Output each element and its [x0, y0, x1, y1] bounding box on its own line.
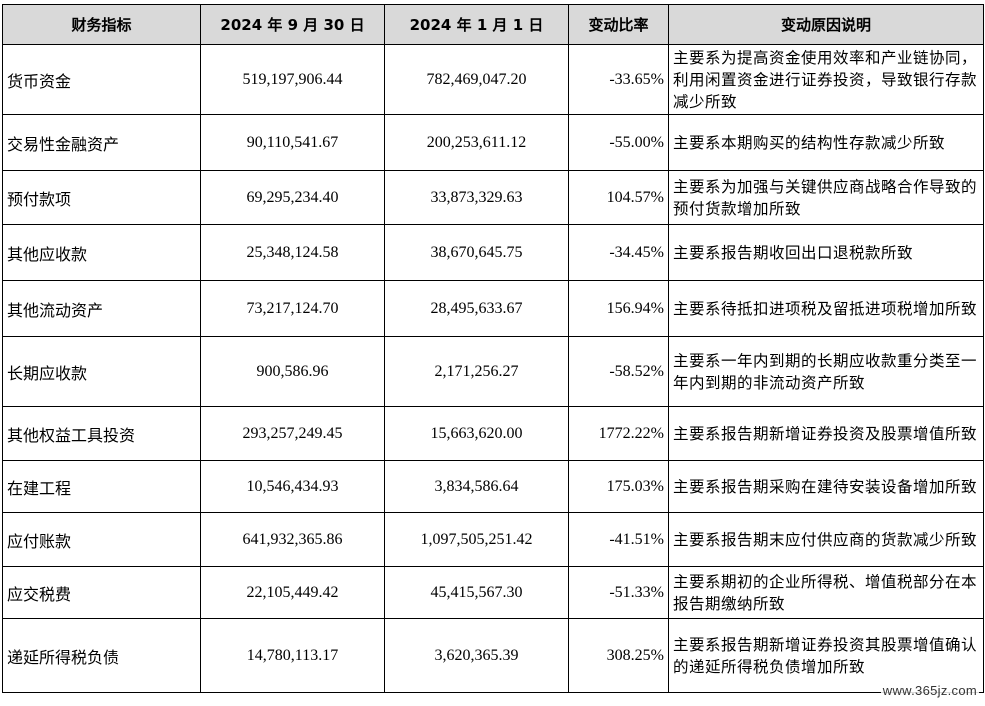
- header-jan1: 2024 年 1 月 1 日: [384, 4, 569, 45]
- value-sep30: 10,546,434.93: [200, 460, 385, 513]
- change-reason: 主要系报告期采购在建待安装设备增加所致: [668, 460, 984, 513]
- change-reason: 主要系待抵扣进项税及留抵进项税增加所致: [668, 280, 984, 337]
- item-name: 递延所得税负债: [2, 618, 201, 693]
- value-sep30: 519,197,906.44: [200, 44, 385, 115]
- value-jan1: 15,663,620.00: [384, 406, 569, 461]
- item-name: 货币资金: [2, 44, 201, 115]
- table-header-row: 财务指标 2024 年 9 月 30 日 2024 年 1 月 1 日 变动比率…: [2, 4, 984, 45]
- item-name: 其他权益工具投资: [2, 406, 201, 461]
- value-sep30: 293,257,249.45: [200, 406, 385, 461]
- item-name: 交易性金融资产: [2, 114, 201, 171]
- value-sep30: 641,932,365.86: [200, 512, 385, 567]
- change-reason: 主要系本期购买的结构性存款减少所致: [668, 114, 984, 171]
- item-name: 其他流动资产: [2, 280, 201, 337]
- financial-change-table: 财务指标 2024 年 9 月 30 日 2024 年 1 月 1 日 变动比率…: [2, 4, 984, 693]
- header-change-reason: 变动原因说明: [668, 4, 984, 45]
- item-name: 在建工程: [2, 460, 201, 513]
- header-change-ratio: 变动比率: [568, 4, 669, 45]
- change-ratio: -58.52%: [568, 336, 669, 407]
- table-row: 其他应收款 25,348,124.58 38,670,645.75 -34.45…: [2, 224, 984, 281]
- table-row: 在建工程 10,546,434.93 3,834,586.64 175.03% …: [2, 460, 984, 513]
- change-ratio: -34.45%: [568, 224, 669, 281]
- table-row: 应交税费 22,105,449.42 45,415,567.30 -51.33%…: [2, 566, 984, 619]
- value-jan1: 3,834,586.64: [384, 460, 569, 513]
- change-reason: 主要系为加强与关键供应商战略合作导致的预付货款增加所致: [668, 170, 984, 225]
- table-row: 递延所得税负债 14,780,113.17 3,620,365.39 308.2…: [2, 618, 984, 693]
- change-ratio: 308.25%: [568, 618, 669, 693]
- value-sep30: 90,110,541.67: [200, 114, 385, 171]
- value-sep30: 14,780,113.17: [200, 618, 385, 693]
- table-row: 长期应收款 900,586.96 2,171,256.27 -58.52% 主要…: [2, 336, 984, 407]
- item-name: 应付账款: [2, 512, 201, 567]
- value-sep30: 22,105,449.42: [200, 566, 385, 619]
- value-jan1: 1,097,505,251.42: [384, 512, 569, 567]
- change-reason: 主要系报告期末应付供应商的货款减少所致: [668, 512, 984, 567]
- table-row: 应付账款 641,932,365.86 1,097,505,251.42 -41…: [2, 512, 984, 567]
- value-jan1: 782,469,047.20: [384, 44, 569, 115]
- value-jan1: 28,495,633.67: [384, 280, 569, 337]
- value-sep30: 69,295,234.40: [200, 170, 385, 225]
- table-row: 货币资金 519,197,906.44 782,469,047.20 -33.6…: [2, 44, 984, 115]
- change-ratio: -41.51%: [568, 512, 669, 567]
- change-ratio: -51.33%: [568, 566, 669, 619]
- table-row: 其他流动资产 73,217,124.70 28,495,633.67 156.9…: [2, 280, 984, 337]
- change-reason: 主要系一年内到期的长期应收款重分类至一年内到期的非流动资产所致: [668, 336, 984, 407]
- value-jan1: 3,620,365.39: [384, 618, 569, 693]
- change-ratio: -33.65%: [568, 44, 669, 115]
- change-ratio: 104.57%: [568, 170, 669, 225]
- value-sep30: 900,586.96: [200, 336, 385, 407]
- item-name: 长期应收款: [2, 336, 201, 407]
- item-name: 应交税费: [2, 566, 201, 619]
- table-row: 预付款项 69,295,234.40 33,873,329.63 104.57%…: [2, 170, 984, 225]
- item-name: 其他应收款: [2, 224, 201, 281]
- change-reason: 主要系报告期新增证券投资其股票增值确认的递延所得税负债增加所致: [668, 618, 984, 693]
- change-reason: 主要系报告期新增证券投资及股票增值所致: [668, 406, 984, 461]
- table-row: 其他权益工具投资 293,257,249.45 15,663,620.00 17…: [2, 406, 984, 461]
- value-sep30: 73,217,124.70: [200, 280, 385, 337]
- value-jan1: 2,171,256.27: [384, 336, 569, 407]
- table-row: 交易性金融资产 90,110,541.67 200,253,611.12 -55…: [2, 114, 984, 171]
- change-ratio: 175.03%: [568, 460, 669, 513]
- change-reason: 主要系报告期收回出口退税款所致: [668, 224, 984, 281]
- header-sep30: 2024 年 9 月 30 日: [200, 4, 385, 45]
- change-ratio: 1772.22%: [568, 406, 669, 461]
- value-jan1: 33,873,329.63: [384, 170, 569, 225]
- value-jan1: 200,253,611.12: [384, 114, 569, 171]
- change-ratio: 156.94%: [568, 280, 669, 337]
- change-ratio: -55.00%: [568, 114, 669, 171]
- change-reason: 主要系期初的企业所得税、增值税部分在本报告期缴纳所致: [668, 566, 984, 619]
- header-indicator: 财务指标: [2, 4, 201, 45]
- item-name: 预付款项: [2, 170, 201, 225]
- value-jan1: 45,415,567.30: [384, 566, 569, 619]
- value-jan1: 38,670,645.75: [384, 224, 569, 281]
- change-reason: 主要系为提高资金使用效率和产业链协同，利用闲置资金进行证券投资，导致银行存款减少…: [668, 44, 984, 115]
- site-watermark: www.365jz.com: [880, 683, 979, 698]
- value-sep30: 25,348,124.58: [200, 224, 385, 281]
